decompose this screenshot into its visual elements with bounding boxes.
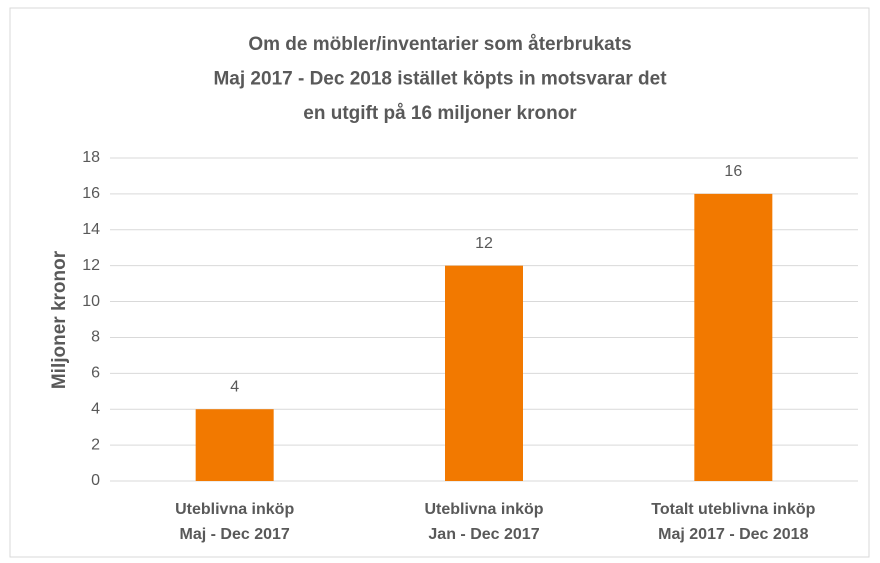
- y-tick-label: 12: [82, 257, 100, 274]
- x-tick-label: Uteblivna inköp: [424, 501, 543, 518]
- y-axis-label: Miljoner kronor: [49, 250, 70, 389]
- x-tick-label: Totalt uteblivna inköp: [651, 501, 815, 518]
- x-tick-label: Maj - Dec 2017: [180, 526, 290, 543]
- y-tick-label: 16: [82, 185, 100, 202]
- data-label: 4: [230, 378, 239, 395]
- data-label: 16: [724, 163, 742, 180]
- y-tick-label: 8: [91, 329, 100, 346]
- bar: [694, 193, 773, 481]
- chart-title: Om de möbler/inventarier som återbrukats: [248, 34, 631, 55]
- bar: [445, 265, 523, 481]
- y-tick-label: 14: [82, 221, 100, 238]
- y-tick-label: 10: [82, 293, 100, 310]
- x-tick-label: Maj 2017 - Dec 2018: [658, 526, 808, 543]
- y-tick-label: 2: [91, 436, 100, 453]
- x-tick-label: Uteblivna inköp: [175, 501, 294, 518]
- chart-title: Maj 2017 - Dec 2018 istället köpts in mo…: [213, 69, 667, 90]
- y-tick-label: 0: [91, 472, 100, 489]
- bar: [195, 409, 274, 481]
- y-tick-label: 18: [82, 149, 100, 166]
- x-tick-label: Jan - Dec 2017: [428, 526, 539, 543]
- y-tick-label: 4: [91, 400, 100, 417]
- y-tick-label: 6: [91, 365, 100, 382]
- data-label: 12: [475, 235, 493, 252]
- chart-title: en utgift på 16 miljoner kronor: [303, 103, 577, 124]
